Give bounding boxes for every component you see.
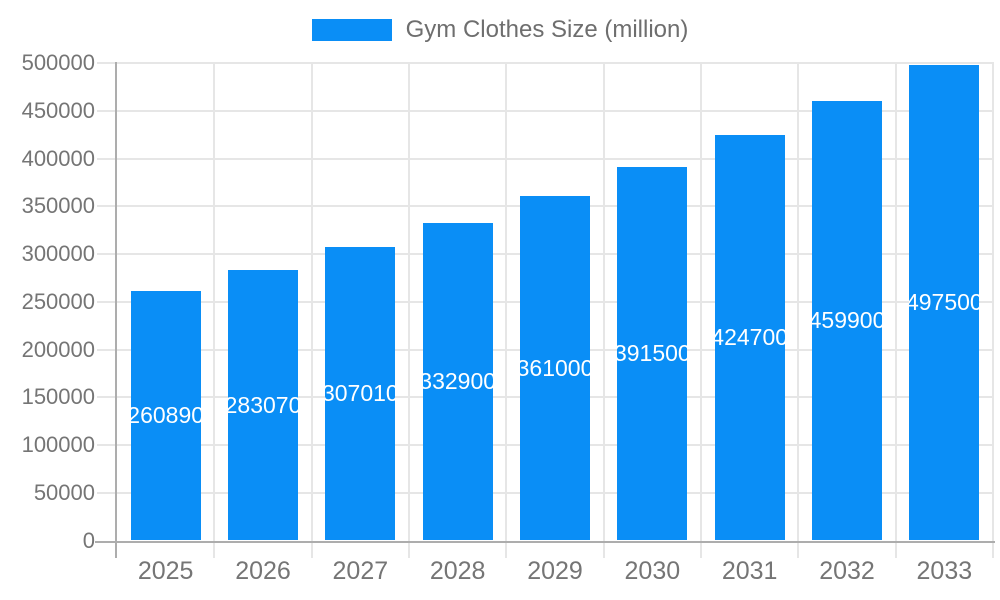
- x-axis-tick-label: 2031: [721, 557, 778, 585]
- y-axis-tick-label: 100000: [21, 432, 95, 457]
- x-axis-tick-label: 2029: [527, 557, 583, 585]
- v-gridline: [700, 62, 702, 558]
- v-gridline: [894, 62, 897, 558]
- bar[interactable]: 361000: [520, 195, 590, 541]
- x-axis-tick-label: 2028: [429, 557, 486, 585]
- y-axis-tick-label: 50000: [33, 479, 95, 505]
- x-axis-tick-label: 2027: [332, 557, 389, 585]
- bar[interactable]: 497500: [909, 65, 980, 541]
- bar-value-label: 283070: [228, 391, 298, 418]
- bar-value-label: 332900: [422, 368, 493, 395]
- y-axis-tick-label: 200000: [21, 336, 95, 362]
- bar[interactable]: 391500: [617, 166, 688, 541]
- x-axis-line: [95, 540, 995, 543]
- bar[interactable]: 424700: [714, 134, 785, 541]
- bar-value-label: 391500: [617, 340, 688, 367]
- chart-legend: Gym Clothes Size (million): [0, 16, 1000, 44]
- y-axis-tick-label: 400000: [21, 145, 95, 171]
- bar-value-label: 459900: [812, 307, 882, 334]
- v-gridline: [602, 62, 605, 558]
- bar[interactable]: 260890: [130, 291, 201, 541]
- v-gridline: [408, 62, 410, 558]
- h-gridline: [97, 157, 993, 160]
- bar-value-label: 497500: [909, 289, 980, 316]
- x-axis-tick-label: 2033: [916, 557, 973, 585]
- bar-value-label: 361000: [520, 354, 590, 381]
- bar[interactable]: 459900: [812, 101, 882, 541]
- x-axis-tick-label: 2025: [137, 557, 194, 585]
- legend-color-swatch: [311, 19, 392, 41]
- x-axis-tick-label: 2030: [624, 557, 681, 585]
- v-gridline: [310, 62, 313, 558]
- y-axis-tick-label: 350000: [21, 193, 95, 219]
- y-axis-tick-label: 500000: [21, 50, 95, 75]
- v-gridline: [992, 62, 994, 558]
- bar[interactable]: 283070: [228, 270, 298, 541]
- legend-label: Gym Clothes Size (million): [405, 16, 689, 43]
- v-gridline: [505, 62, 508, 558]
- y-axis-tick-label: 150000: [21, 384, 95, 410]
- y-axis-tick-label: 450000: [21, 97, 95, 123]
- h-gridline: [97, 62, 993, 64]
- bar-value-label: 260890: [130, 402, 201, 429]
- y-axis-tick-label: 300000: [21, 241, 95, 266]
- x-axis-tick-label: 2026: [235, 557, 291, 585]
- bar[interactable]: 307010: [325, 247, 396, 541]
- y-axis-line: [115, 62, 117, 558]
- y-axis-tick-label: 250000: [21, 288, 95, 314]
- v-gridline: [213, 62, 216, 558]
- h-gridline: [97, 109, 993, 112]
- legend-item-gym-clothes-size[interactable]: Gym Clothes Size (million): [311, 16, 689, 44]
- y-axis-tick-label: 0: [82, 527, 95, 553]
- x-axis-tick-label: 2032: [819, 557, 875, 585]
- bar-value-label: 307010: [325, 380, 396, 407]
- bar-value-label: 424700: [714, 324, 785, 351]
- bar[interactable]: 332900: [422, 222, 493, 541]
- v-gridline: [797, 62, 800, 558]
